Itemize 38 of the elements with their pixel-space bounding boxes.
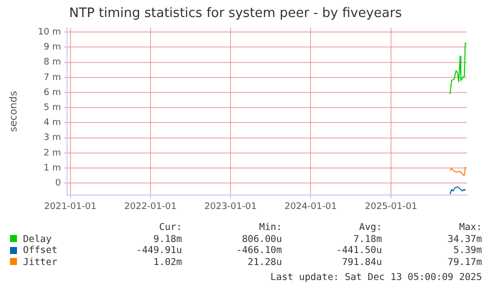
- text: 7.18m: [352, 234, 382, 245]
- text: Min:: [258, 222, 282, 234]
- text: Cur:: [158, 222, 182, 234]
- text: 9.18m: [152, 234, 182, 245]
- text: 5.39m: [452, 245, 482, 256]
- x-tick-label: 2023-01-01: [204, 202, 257, 212]
- y-tick-label: 10 m: [38, 27, 61, 38]
- x-tick-label: 2025-01-01: [364, 202, 418, 212]
- x-tick-label: 2021-01-01: [44, 202, 96, 212]
- text: 791.84u: [340, 256, 382, 268]
- y-tick-label: 1 m: [44, 163, 61, 174]
- text: -441.50u: [335, 245, 382, 256]
- x-tick-label: 2022-01-01: [124, 202, 177, 212]
- text: -449.91u: [135, 245, 182, 256]
- text: Avg:: [358, 222, 382, 234]
- text: 806.00u: [240, 234, 282, 245]
- text: 79.17m: [446, 256, 482, 268]
- legend-label: Delay: [22, 234, 53, 245]
- text: -466.10m: [235, 245, 282, 256]
- text: 34.37m: [446, 234, 482, 245]
- text: 21.28u: [246, 256, 282, 268]
- y-tick-label: 5 m: [44, 102, 61, 113]
- legend-label: Jitter: [22, 256, 58, 268]
- y-tick-label: 9 m: [44, 42, 61, 53]
- legend-label: Offset: [22, 245, 58, 256]
- text: 1.02m: [152, 256, 182, 268]
- y-tick-label: 0: [55, 178, 62, 188]
- y-tick-label: 6 m: [44, 88, 61, 98]
- y-tick-label: 8 m: [44, 58, 61, 68]
- text: Last update: Sat Dec 13 05:00:09 2025: [270, 272, 482, 283]
- y-tick-label: 3 m: [44, 133, 61, 144]
- y-tick-label: 2 m: [44, 148, 61, 158]
- x-tick-label: 2024-01-01: [284, 202, 337, 212]
- chart-title: NTP timing statistics for system peer - by fiveyears: [69, 6, 402, 22]
- y-tick-label: 4 m: [44, 118, 61, 128]
- text: Max:: [458, 222, 482, 234]
- y-axis-title: seconds: [8, 90, 20, 132]
- y-tick-label: 7 m: [44, 72, 61, 83]
